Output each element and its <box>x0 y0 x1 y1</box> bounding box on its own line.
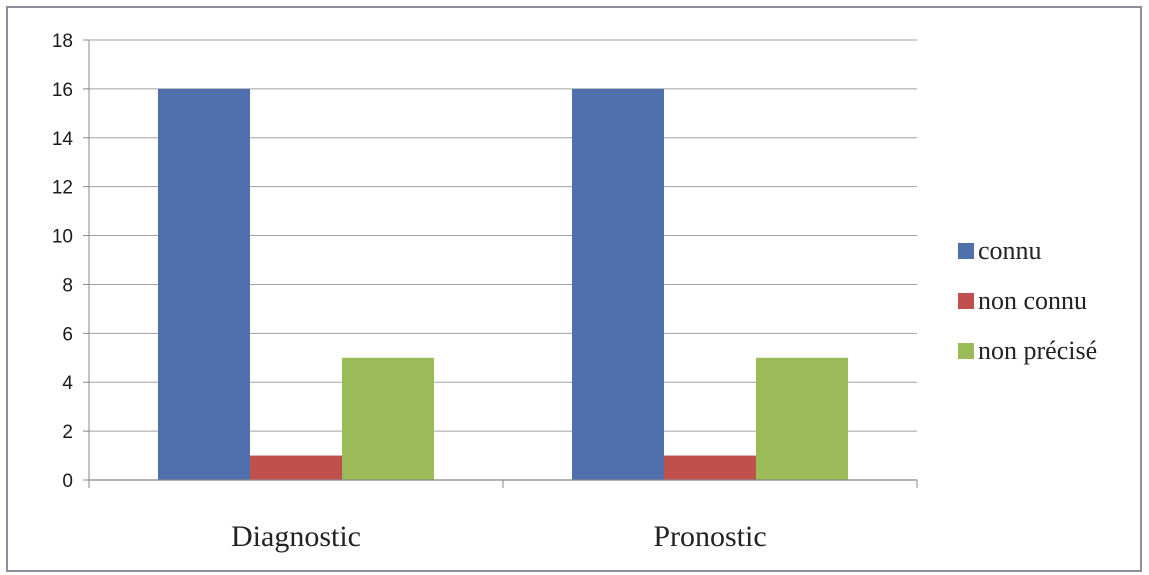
legend-item-non-connu: non connu <box>958 276 1144 326</box>
y-tick-label-16: 16 <box>52 80 73 101</box>
legend-swatch-non-connu <box>958 293 974 309</box>
y-tick-label-12: 12 <box>52 178 73 199</box>
y-tick-label-8: 8 <box>62 275 73 296</box>
x-tick-label-diagnostic: Diagnostic <box>231 520 361 553</box>
y-tick-label-14: 14 <box>52 129 74 150</box>
y-tick-label-0: 0 <box>62 471 73 492</box>
bar-pronostic-non-connu <box>664 455 756 480</box>
axes <box>83 39 918 488</box>
y-tick-label-6: 6 <box>62 324 73 345</box>
x-tick-label-pronostic: Pronostic <box>653 520 766 553</box>
y-tick-label-18: 18 <box>52 31 73 52</box>
legend-item-connu: connu <box>958 226 1144 276</box>
legend-swatch-connu <box>958 243 974 259</box>
bar-pronostic-connu <box>572 88 664 480</box>
legend-label-non-precise: non précisé <box>978 336 1098 365</box>
legend-label-non-connu: non connu <box>978 286 1088 315</box>
bar-diagnostic-non-precise <box>342 357 434 480</box>
legend-item-non-precise: non précisé <box>958 326 1144 376</box>
bar-diagnostic-non-connu <box>250 455 342 480</box>
legend: connu non connu non précisé <box>958 226 1144 376</box>
axis-labels: 0 2 4 6 8 10 12 14 16 18 Diagnostic Pronostic <box>52 31 767 553</box>
bar-pronostic-non-precise <box>756 357 848 480</box>
y-tick-label-4: 4 <box>62 373 73 394</box>
legend-swatch-non-precise <box>958 343 974 359</box>
y-tick-label-2: 2 <box>62 422 73 443</box>
legend-label-connu: connu <box>978 236 1042 265</box>
y-tick-label-10: 10 <box>52 227 73 248</box>
bar-diagnostic-connu <box>158 88 250 480</box>
bars <box>158 88 848 480</box>
